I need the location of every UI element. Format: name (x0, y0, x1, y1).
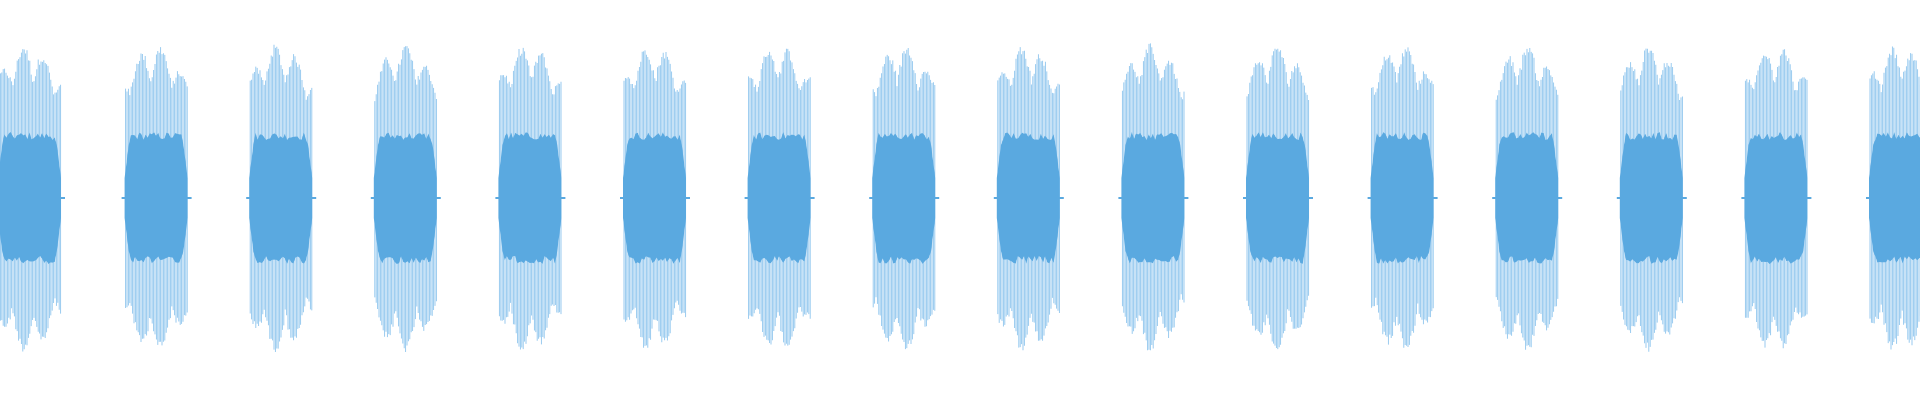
background (0, 0, 1920, 400)
waveform-view (0, 0, 1920, 400)
page: Waveform {} html, body { margin: 0; padd… (0, 0, 1920, 400)
page-body: (() => { const data = JSON.parse(documen… (0, 0, 1920, 400)
